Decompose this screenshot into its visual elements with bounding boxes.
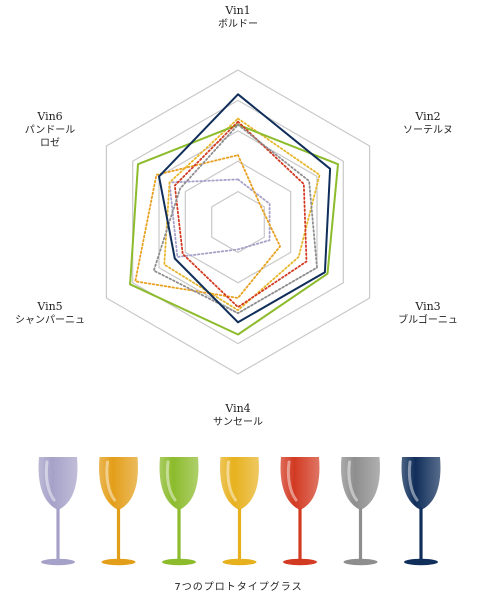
glass-base — [404, 558, 438, 566]
glass-stem — [358, 508, 363, 561]
glass-bowl — [341, 457, 380, 510]
glass-icon — [38, 457, 78, 566]
axis-sublabel-6: ロゼ — [40, 137, 60, 149]
glass-highlight — [286, 460, 298, 502]
glass-icon — [401, 457, 441, 566]
glass-highlight — [407, 460, 419, 502]
axis-label-2: Vin2 — [414, 110, 440, 123]
axis-label-3: Vin3 — [414, 300, 440, 313]
glass-stem — [298, 508, 302, 561]
axis-sublabel-3: ブルゴーニュ — [398, 313, 458, 326]
series-line-2 — [134, 154, 282, 299]
glass-icon — [220, 457, 259, 566]
glass-stem — [116, 508, 121, 561]
axis-sublabel-6: パンドール — [25, 124, 76, 136]
series-line-5 — [173, 120, 308, 309]
axis-sublabel-2: ソーテルヌ — [403, 125, 453, 136]
series-line-6 — [152, 123, 318, 315]
glass-highlight — [105, 460, 116, 502]
glass-stem — [419, 508, 423, 561]
glass-icon — [159, 457, 199, 566]
glass-base — [343, 558, 378, 566]
series-line-7 — [158, 93, 332, 324]
glass-icon — [341, 457, 380, 566]
series-line-4 — [129, 123, 339, 336]
glass-stem — [237, 508, 242, 561]
grid-ring-2 — [184, 160, 292, 284]
axis-label-1: Vin1 — [224, 4, 250, 17]
glass-stem — [56, 508, 60, 561]
glass-highlight — [226, 460, 237, 502]
glass-bowl — [220, 457, 259, 510]
grid-ring-4 — [132, 99, 344, 345]
glass-stem — [177, 508, 181, 561]
glass-base — [222, 558, 257, 566]
chart-caption: 7つのプロトタイプグラス — [174, 582, 303, 593]
glass-highlight — [44, 460, 56, 502]
series-line-3 — [163, 117, 321, 312]
glass-bowl — [99, 457, 138, 510]
grid-ring-5 — [105, 69, 371, 375]
glass-highlight — [347, 460, 358, 502]
glass-base — [283, 558, 317, 566]
glass-base — [101, 558, 136, 566]
grid-ring-3 — [158, 130, 318, 314]
glass-base — [162, 558, 196, 566]
axis-sublabel-5: シャンパーニュ — [15, 314, 85, 326]
glass-bowl — [159, 457, 199, 510]
axis-label-4: Vin4 — [224, 402, 250, 415]
axis-sublabel-4: サンセール — [213, 416, 263, 428]
axis-label-5: Vin5 — [36, 300, 62, 313]
glass-base — [41, 558, 75, 566]
grid-ring-1 — [211, 190, 265, 254]
glass-bowl — [280, 457, 320, 510]
axis-sublabel-1: ボルドー — [218, 18, 258, 30]
axis-label-6: Vin6 — [36, 110, 62, 123]
glass-icon — [99, 457, 138, 566]
glass-bowl — [401, 457, 441, 510]
glass-bowl — [38, 457, 78, 510]
glass-highlight — [165, 460, 177, 502]
glass-lineup — [38, 457, 441, 566]
glass-icon — [280, 457, 320, 566]
